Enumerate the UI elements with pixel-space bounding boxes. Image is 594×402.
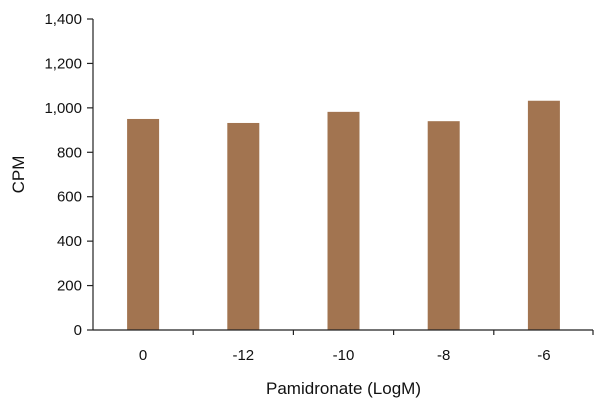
x-tick-label: -6 [537,347,550,364]
bar [527,100,560,331]
bar [327,111,360,330]
y-tick-label: 600 [57,189,82,206]
bars-group [127,100,560,331]
y-tick-label: 1,400 [44,11,82,28]
y-axis-title: CPM [9,156,28,194]
y-tick-label: 0 [74,322,82,339]
bar [127,118,160,330]
x-tick-label: 0 [139,347,147,364]
y-tick-label: 1,000 [44,100,82,117]
x-axis-ticks: 0 -12 -10 -8 -6 [139,330,594,364]
y-tick-label: 400 [57,233,82,250]
y-tick-label: 200 [57,278,82,295]
x-tick-label: -8 [437,347,450,364]
y-tick-label: 800 [57,144,82,161]
y-axis-ticks: 0 200 400 600 800 1,000 1,200 1,400 [44,11,93,339]
x-tick-label: -12 [232,347,254,364]
bar [427,121,460,330]
x-axis-title: Pamidronate (LogM) [266,379,421,398]
x-tick-label: -10 [333,347,355,364]
y-tick-label: 1,200 [44,55,82,72]
bar [227,122,260,330]
